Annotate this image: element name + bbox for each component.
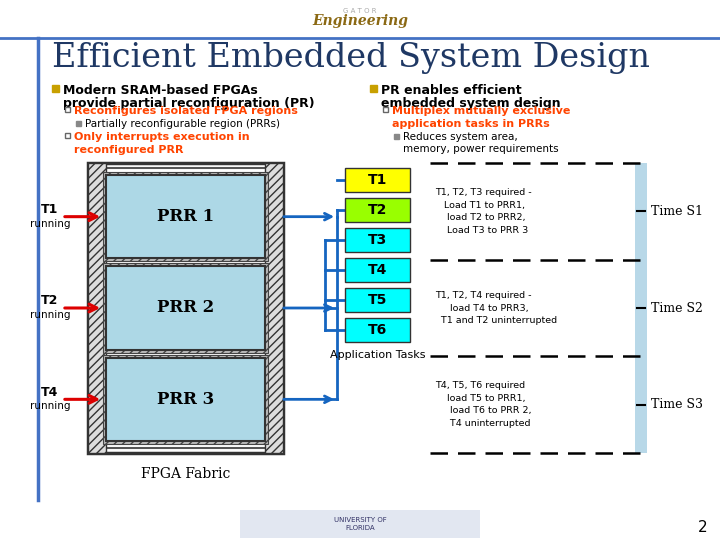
Text: T4, T5, T6 required
    load T5 to PRR1,
     load T6 to PRR 2,
     T4 uninterr: T4, T5, T6 required load T5 to PRR1, loa…: [435, 381, 531, 428]
Text: PRR 3: PRR 3: [157, 391, 214, 408]
Text: Reduces system area,: Reduces system area,: [403, 132, 518, 142]
Text: Application Tasks: Application Tasks: [330, 350, 426, 360]
Text: Time S3: Time S3: [651, 398, 703, 411]
Text: PR enables efficient: PR enables efficient: [381, 84, 521, 97]
Bar: [65, 107, 70, 112]
Text: memory, power requirements: memory, power requirements: [403, 144, 559, 154]
Text: T3: T3: [368, 233, 387, 247]
Text: 2: 2: [698, 521, 708, 536]
Bar: [106, 357, 265, 441]
Text: reconfigured PRR: reconfigured PRR: [74, 145, 184, 155]
Bar: [345, 168, 410, 192]
Text: T2: T2: [368, 203, 387, 217]
Bar: [106, 175, 265, 258]
Bar: [88, 163, 106, 453]
Bar: [103, 264, 268, 353]
Text: provide partial reconfiguration (PR): provide partial reconfiguration (PR): [63, 97, 315, 110]
Text: Modern SRAM-based FPGAs: Modern SRAM-based FPGAs: [63, 84, 258, 97]
Text: PRR 2: PRR 2: [157, 300, 214, 316]
Text: T4: T4: [41, 386, 59, 399]
Bar: [345, 318, 410, 342]
Bar: [88, 163, 283, 453]
Text: T1: T1: [368, 173, 387, 187]
Text: Time S1: Time S1: [651, 205, 703, 218]
Text: application tasks in PRRs: application tasks in PRRs: [392, 119, 550, 129]
Text: T1, T2, T4 required -
     load T4 to PRR3,
  T1 and T2 uninterrupted: T1, T2, T4 required - load T4 to PRR3, T…: [435, 291, 557, 325]
Text: running: running: [30, 219, 71, 228]
Text: FPGA Fabric: FPGA Fabric: [141, 467, 230, 481]
Text: running: running: [30, 401, 71, 411]
Bar: [370, 85, 377, 92]
Text: T6: T6: [368, 323, 387, 337]
Text: T1, T2, T3 required -
   Load T1 to PRR1,
    load T2 to PRR2,
    Load T3 to PR: T1, T2, T3 required - Load T1 to PRR1, l…: [435, 188, 531, 234]
Text: embedded system design: embedded system design: [381, 97, 561, 110]
Text: Engineering: Engineering: [312, 14, 408, 28]
Bar: [106, 266, 265, 350]
Bar: [345, 288, 410, 312]
Text: Partially reconfigurable region (PRRs): Partially reconfigurable region (PRRs): [85, 119, 280, 129]
Text: Time S2: Time S2: [651, 301, 703, 314]
Text: Efficient Embedded System Design: Efficient Embedded System Design: [52, 42, 650, 74]
Text: UNIVERSITY OF
FLORIDA: UNIVERSITY OF FLORIDA: [333, 517, 387, 531]
Text: T1: T1: [41, 203, 59, 216]
Bar: [394, 134, 399, 139]
Text: T2: T2: [41, 294, 59, 307]
Text: Multiplex mutually exclusive: Multiplex mutually exclusive: [392, 106, 570, 116]
Bar: [635, 163, 647, 453]
Text: PRR 1: PRR 1: [157, 208, 214, 225]
Bar: [98, 173, 273, 443]
Text: G A T O R: G A T O R: [343, 8, 377, 14]
Bar: [383, 107, 388, 112]
Bar: [103, 172, 268, 261]
Text: T4: T4: [368, 263, 387, 277]
Bar: [345, 228, 410, 252]
Bar: [240, 510, 480, 538]
Text: Only interrupts execution in: Only interrupts execution in: [74, 132, 250, 142]
Text: Reconfigures isolated FPGA regions: Reconfigures isolated FPGA regions: [74, 106, 298, 116]
Bar: [76, 121, 81, 126]
Bar: [65, 133, 70, 138]
Bar: [265, 163, 283, 453]
Bar: [103, 355, 268, 444]
Bar: [345, 198, 410, 222]
Bar: [345, 258, 410, 282]
Bar: [52, 85, 59, 92]
Bar: [93, 168, 278, 448]
Text: running: running: [30, 310, 71, 320]
Text: T5: T5: [368, 293, 387, 307]
